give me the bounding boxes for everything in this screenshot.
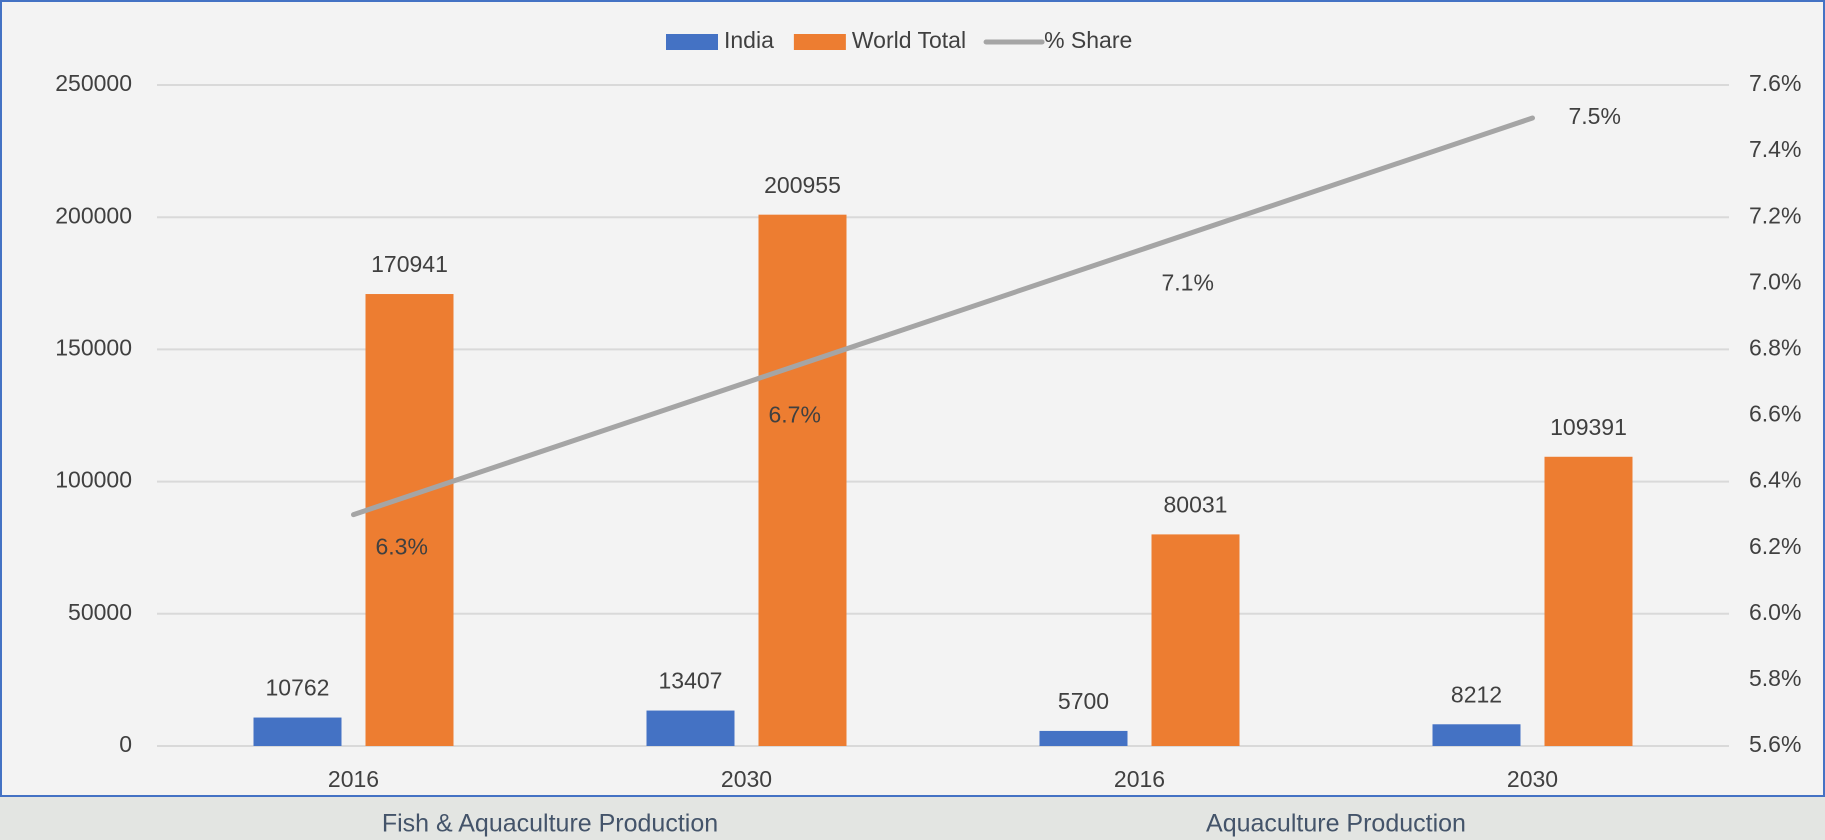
data-label: 8212	[1451, 681, 1502, 707]
line-label: 7.5%	[1569, 103, 1621, 129]
y2-tick-label: 5.6%	[1749, 731, 1801, 757]
line-label: 6.7%	[769, 402, 821, 428]
data-label: 200955	[764, 172, 841, 198]
bar	[365, 294, 454, 746]
legend-swatch	[666, 34, 718, 50]
y2-tick-label: 6.4%	[1749, 467, 1801, 493]
y-tick-label: 100000	[55, 467, 132, 493]
y2-tick-label: 6.2%	[1749, 533, 1801, 559]
y2-tick-label: 7.2%	[1749, 202, 1801, 228]
data-label: 80031	[1164, 491, 1228, 517]
legend-label: India	[724, 27, 774, 53]
y-tick-label: 200000	[55, 202, 132, 228]
x-tick-label: 2030	[1507, 766, 1558, 792]
y2-tick-label: 5.8%	[1749, 665, 1801, 691]
data-label: 10762	[266, 675, 330, 701]
data-label: 109391	[1550, 414, 1627, 440]
bar	[253, 717, 342, 746]
group-label: Aquaculture Production	[1206, 810, 1466, 838]
bar	[1544, 456, 1633, 746]
y2-tick-label: 7.4%	[1749, 136, 1801, 162]
y-tick-label: 0	[119, 731, 132, 757]
y-tick-label: 250000	[55, 70, 132, 96]
bar	[1039, 730, 1128, 746]
y-tick-label: 50000	[68, 599, 132, 625]
legend-label: % Share	[1044, 27, 1132, 53]
y2-tick-label: 7.0%	[1749, 268, 1801, 294]
y2-tick-label: 6.8%	[1749, 334, 1801, 360]
bar	[1151, 534, 1240, 746]
data-label: 5700	[1058, 688, 1109, 714]
x-tick-label: 2030	[721, 766, 772, 792]
data-label: 170941	[371, 251, 448, 277]
chart-area	[0, 0, 1825, 797]
y2-tick-label: 7.6%	[1749, 70, 1801, 96]
line-label: 7.1%	[1162, 269, 1214, 295]
bar	[758, 214, 847, 746]
data-label: 13407	[659, 668, 723, 694]
x-tick-label: 2016	[328, 766, 379, 792]
bar	[1432, 724, 1521, 746]
bar	[646, 710, 735, 746]
legend-label: World Total	[852, 27, 966, 53]
legend-swatch	[793, 34, 846, 50]
line-label: 6.3%	[376, 534, 428, 560]
x-tick-label: 2016	[1114, 766, 1165, 792]
line	[351, 115, 1535, 518]
group-label: Fish & Aquaculture Production	[382, 810, 718, 838]
y2-tick-label: 6.6%	[1749, 401, 1801, 427]
y2-tick-label: 6.0%	[1749, 599, 1801, 625]
y-tick-label: 150000	[55, 334, 132, 360]
